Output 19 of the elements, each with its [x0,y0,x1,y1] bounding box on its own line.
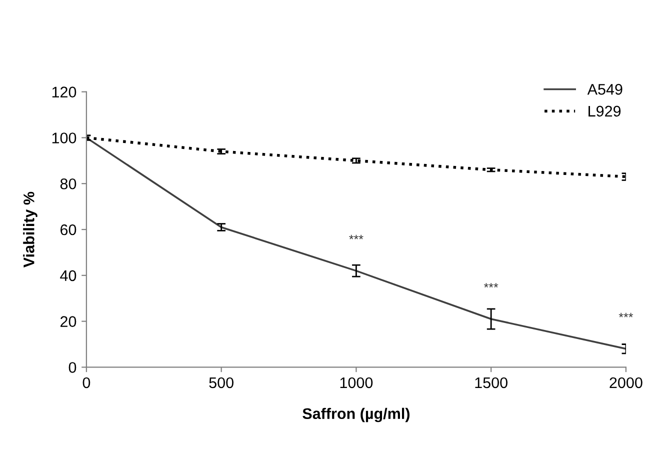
x-tick-label: 500 [209,377,234,388]
y-tick-label: 80 [60,178,76,190]
x-axis-title: Saffron (µg/ml) [302,408,410,422]
legend-label: L929 [588,106,621,117]
annotation: *** [484,283,498,288]
y-tick-label: 100 [52,132,76,144]
y-tick-label: 120 [52,86,76,98]
y-tick-label: 20 [60,316,76,327]
y-tick-label: 40 [60,270,76,282]
annotation: *** [349,234,364,240]
x-tick-label: 0 [82,377,90,388]
x-tick-label: 1000 [340,377,373,388]
x-tick-label: 2000 [610,377,642,388]
y-axis-title: Viability % [23,192,38,268]
x-tick-label: 1500 [475,377,508,388]
y-tick-label: 60 [60,224,76,236]
y-tick-label: 0 [68,362,76,373]
annotation: *** [618,312,634,318]
legend-label: A549 [587,84,622,95]
